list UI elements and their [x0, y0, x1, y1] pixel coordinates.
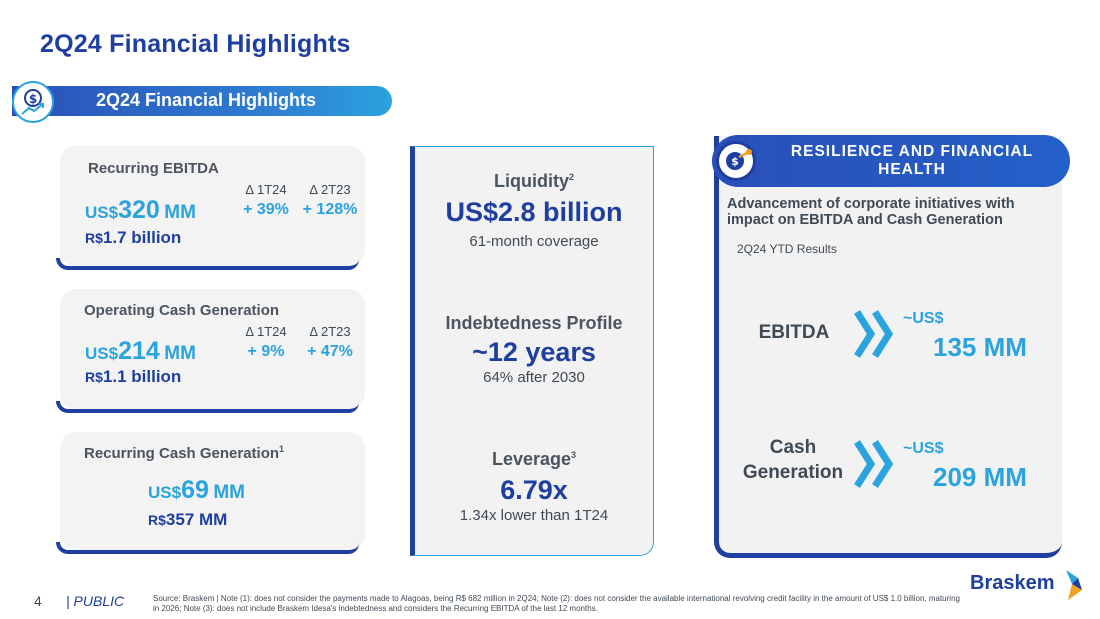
operating-cash-generation-card: Operating Cash Generation US$214 MM R$1.… — [56, 289, 365, 413]
money-key-icon: $ — [716, 141, 756, 181]
indebtedness-label: Indebtedness Profile — [445, 313, 623, 333]
section-banner: $ 2Q24 Financial Highlights — [0, 81, 392, 123]
card-label: Operating Cash Generation — [84, 302, 280, 319]
chevron-right-icon — [854, 440, 894, 488]
banner-bar — [12, 86, 392, 116]
liquidity-panel: Liquidity2 US$2.8 billion 61-month cover… — [410, 146, 654, 556]
resilience-header-title: RESILIENCE AND FINANCIAL HEALTH — [790, 143, 1034, 178]
card-brl-value: R$357 MM — [148, 510, 228, 529]
delta-1t24-value: + 9% — [247, 343, 285, 360]
svg-text:$: $ — [731, 155, 739, 168]
logo-text: Braskem — [970, 572, 1055, 594]
braskem-logo-mark-icon — [1066, 570, 1082, 600]
page-title: 2Q24 Financial Highlights — [40, 30, 351, 58]
cash-generation-value: 209 MM — [933, 462, 1027, 492]
card-usd-value: US$320 MM — [85, 196, 196, 224]
liquidity-value: US$2.8 billion — [445, 197, 623, 227]
delta-1t24-label: Δ 1T24 — [245, 324, 287, 339]
indebtedness-value: ~12 years — [472, 337, 596, 367]
source-note: Source: Braskem | Note (1): does not con… — [153, 594, 960, 613]
delta-2t23-label: Δ 2T23 — [309, 182, 351, 197]
leverage-label: Leverage3 — [491, 449, 577, 469]
leverage-value: 6.79x — [500, 475, 568, 505]
delta-1t24-value: + 39% — [243, 201, 289, 218]
page-number: 4 — [34, 593, 42, 609]
delta-2t23-value: + 128% — [302, 201, 358, 218]
indebtedness-sub: 64% after 2030 — [483, 369, 585, 386]
banner-label: 2Q24 Financial Highlights — [96, 90, 317, 110]
card-label: Recurring EBITDA — [88, 160, 219, 177]
dollar-growth-icon: $ — [12, 81, 54, 123]
ebitda-prefix: ~US$ — [903, 310, 944, 327]
cash-generation-prefix: ~US$ — [903, 440, 944, 457]
card-usd-value: US$214 MM — [85, 337, 196, 365]
cash-generation-label: Cash Generation — [742, 437, 844, 483]
delta-2t23-value: + 47% — [307, 343, 353, 360]
resilience-subtitle: Advancement of corporate initiatives wit… — [727, 196, 1015, 228]
card-usd-value: US$69 MM — [148, 476, 245, 504]
resilience-panel: Advancement of corporate initiatives wit… — [714, 136, 1062, 558]
resilience-header: $ RESILIENCE AND FINANCIAL HEALTH — [712, 135, 1070, 187]
results-label: 2Q24 YTD Results — [737, 242, 837, 256]
card-brl-value: R$1.1 billion — [85, 367, 182, 386]
recurring-ebitda-card: Recurring EBITDA US$320 MM R$1.7 billion… — [56, 146, 365, 270]
ebitda-value: 135 MM — [933, 332, 1027, 362]
classification-label: | PUBLIC — [66, 593, 125, 609]
delta-1t24-label: Δ 1T24 — [245, 182, 287, 197]
svg-text:$: $ — [29, 92, 37, 106]
card-brl-value: R$1.7 billion — [85, 228, 182, 247]
card-label: Recurring Cash Generation1 — [84, 444, 285, 462]
liquidity-label: Liquidity2 — [493, 171, 574, 191]
leverage-sub: 1.34x lower than 1T24 — [459, 507, 609, 524]
chevron-right-icon — [854, 310, 894, 358]
delta-2t23-label: Δ 2T23 — [309, 324, 351, 339]
liquidity-sub: 61-month coverage — [469, 233, 599, 250]
recurring-cash-generation-card: Recurring Cash Generation1 US$69 MM R$35… — [56, 432, 365, 554]
ebitda-label: EBITDA — [758, 322, 830, 343]
